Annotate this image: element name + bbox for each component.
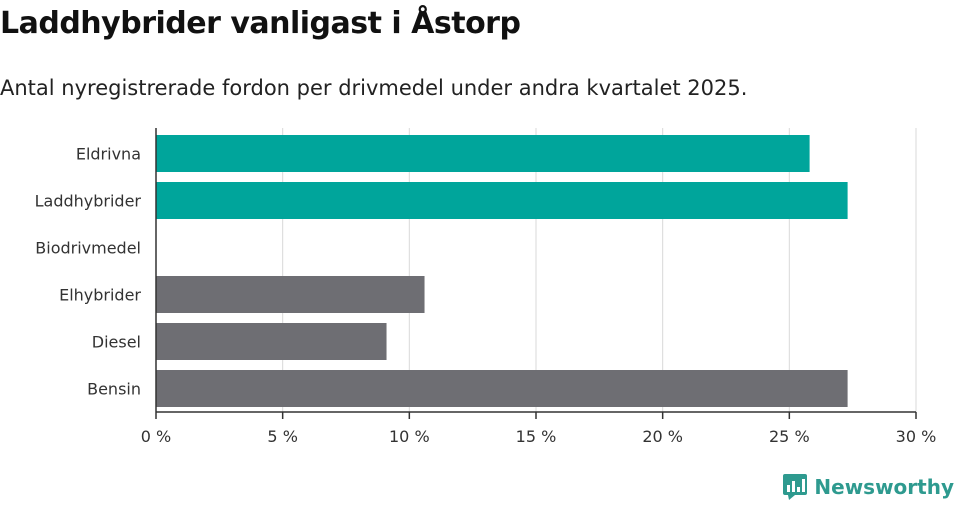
bar (156, 323, 387, 360)
brand-name: Newsworthy (814, 475, 954, 499)
category-label: Biodrivmedel (35, 239, 141, 258)
bar (156, 182, 848, 219)
category-label: Elhybrider (59, 286, 141, 305)
bar (156, 370, 848, 407)
x-tick-label: 0 % (141, 427, 171, 446)
bar (156, 276, 425, 313)
x-tick-label: 10 % (389, 427, 430, 446)
category-label: Eldrivna (76, 145, 141, 164)
category-label: Bensin (87, 380, 141, 399)
chart-title: Laddhybrider vanligast i Åstorp (0, 6, 521, 41)
x-tick-label: 30 % (896, 427, 937, 446)
x-tick-label: 15 % (516, 427, 557, 446)
chart-subtitle: Antal nyregistrerade fordon per drivmede… (0, 76, 748, 100)
category-label: Diesel (92, 333, 141, 352)
newsworthy-icon (783, 474, 808, 500)
category-label: Laddhybrider (35, 192, 142, 211)
bar (156, 135, 810, 172)
x-tick-label: 25 % (769, 427, 810, 446)
x-tick-label: 5 % (267, 427, 297, 446)
x-tick-label: 20 % (642, 427, 683, 446)
brand-logo: Newsworthy (782, 473, 954, 501)
